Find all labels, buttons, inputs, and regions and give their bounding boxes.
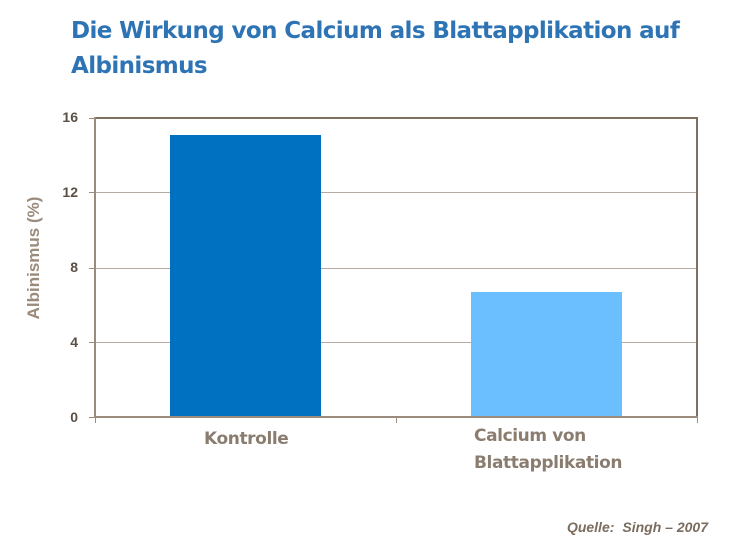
x-tick-mark	[697, 417, 698, 423]
chart-title: Die Wirkung von Calcium als Blattapplika…	[71, 18, 680, 79]
x-category-line: Calcium von	[474, 426, 586, 446]
y-tick-mark	[89, 268, 95, 269]
gridline-8	[96, 268, 696, 269]
x-category-line: Blattapplikation	[474, 453, 623, 473]
gridline-4	[96, 342, 696, 343]
y-tick-mark	[89, 118, 95, 119]
bar-calcium-blattapplikation	[471, 291, 622, 417]
y-tick-mark	[89, 342, 95, 343]
bar-kontrolle	[170, 134, 321, 417]
plot-border-right	[696, 117, 698, 418]
y-tick-label: 12	[62, 184, 78, 200]
y-axis-line	[94, 117, 96, 418]
y-tick-mark	[89, 417, 95, 418]
x-tick-mark	[95, 417, 96, 423]
source-value: Singh – 2007	[622, 519, 708, 535]
plot-border-top	[95, 117, 698, 119]
y-tick-label: 0	[70, 409, 78, 425]
source-label: Quelle:	[566, 519, 615, 535]
y-tick-label: 4	[70, 334, 78, 350]
y-tick-label: 8	[70, 259, 78, 275]
x-category-label-calcium: Calcium von Blattapplikation	[474, 423, 622, 477]
source-citation: Quelle: Singh – 2007	[567, 519, 708, 535]
x-tick-mark	[396, 417, 397, 423]
x-category-label-kontrolle: Kontrolle	[204, 426, 289, 453]
y-axis-title: Albinismus (%)	[24, 196, 43, 320]
gridline-12	[96, 192, 696, 193]
y-tick-mark	[89, 192, 95, 193]
y-tick-label: 16	[62, 109, 78, 125]
x-category-line: Kontrolle	[204, 429, 289, 449]
